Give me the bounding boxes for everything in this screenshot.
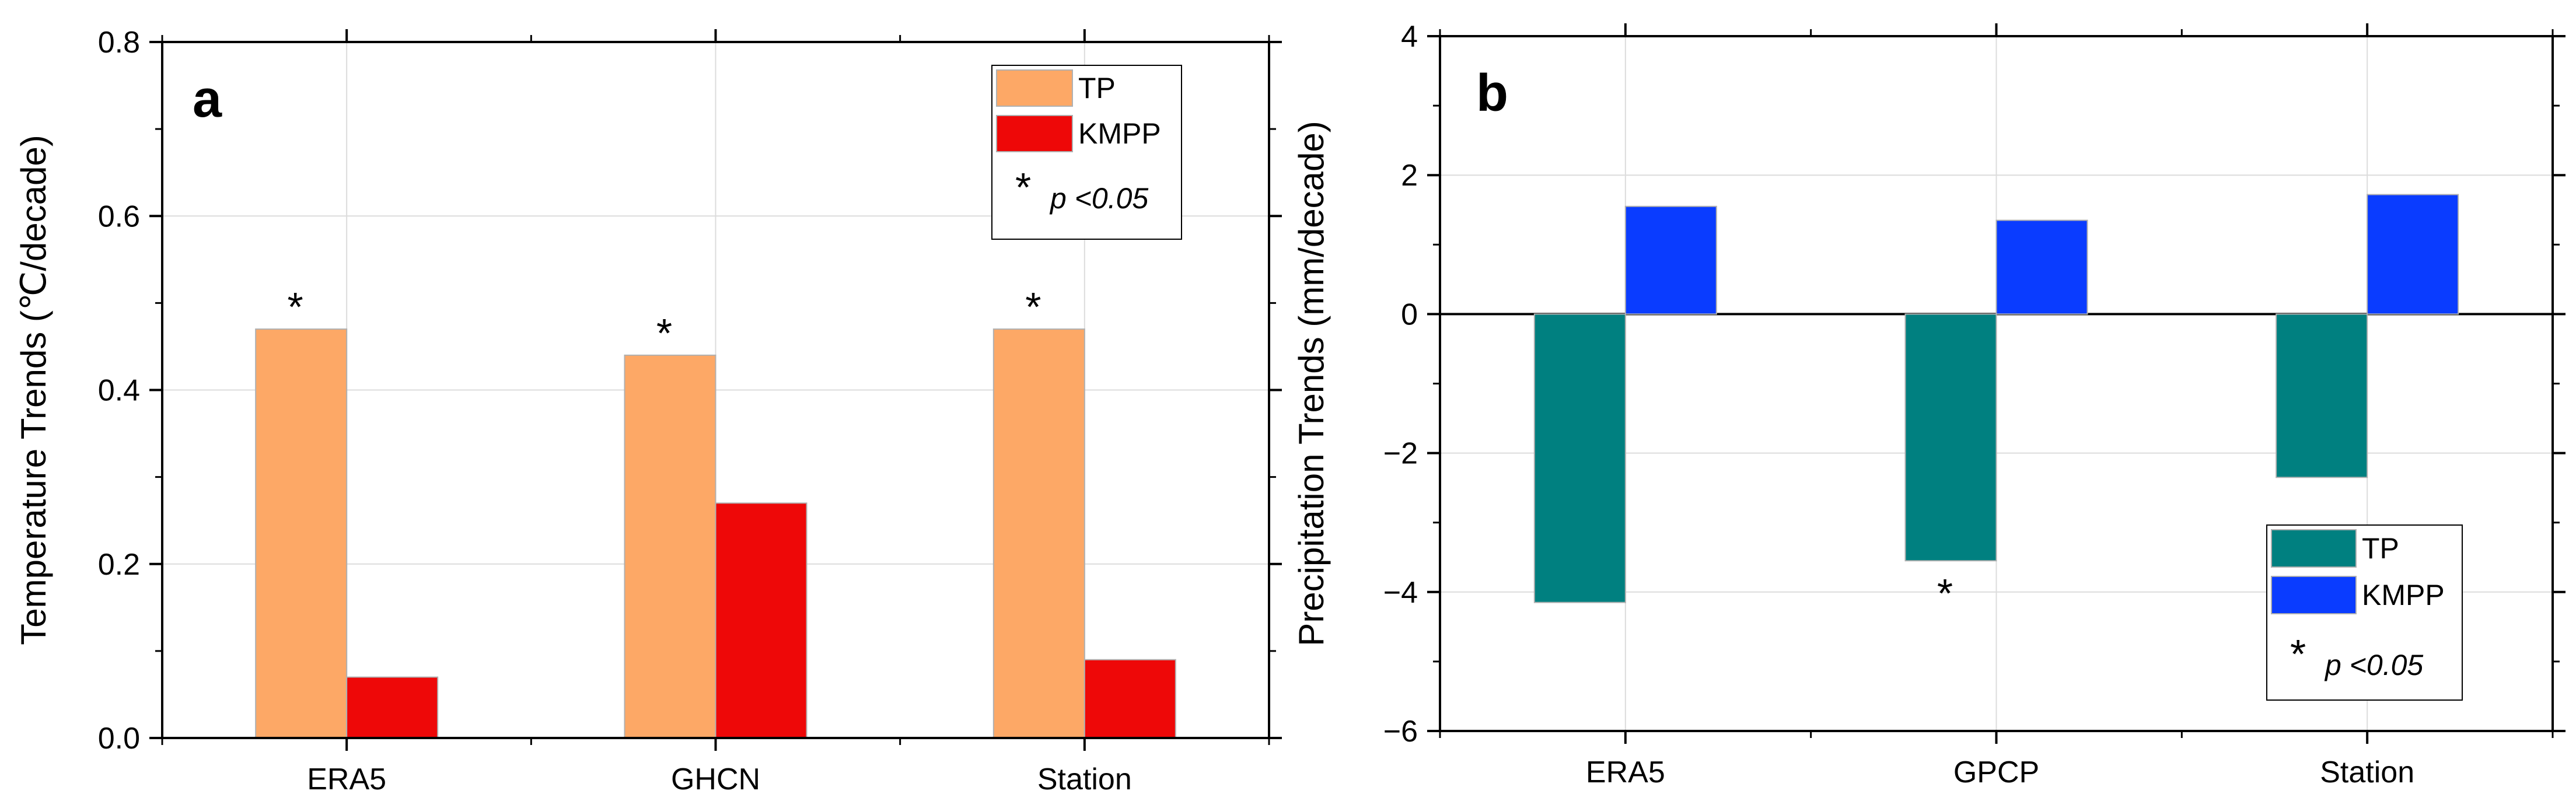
y-tick-label: −2 — [1383, 437, 1418, 471]
bar-tp-ghcn — [624, 354, 716, 739]
x-tick-label: Station — [2320, 755, 2414, 789]
bar-kmpp-station — [1083, 659, 1176, 739]
legend-significance-note: p <0.05 — [1049, 182, 1148, 215]
bar-tp-gpcp — [1904, 313, 1997, 562]
x-tick-label: GPCP — [1953, 755, 2039, 789]
y-tick-label: 0.4 — [98, 374, 140, 408]
bar-kmpp-era5 — [346, 676, 439, 739]
y-axis-title: Precipitation Trends (mm/decade) — [1292, 121, 1331, 646]
x-tick-label: ERA5 — [1586, 755, 1665, 789]
y-tick-label: −6 — [1383, 715, 1418, 748]
legend-label-kmpp: KMPP — [1078, 117, 1161, 150]
x-tick-label: ERA5 — [307, 762, 386, 796]
legend-significance-marker: * — [2290, 631, 2306, 677]
panel-letter: b — [1476, 64, 1508, 123]
y-tick-label: 2 — [1401, 159, 1418, 193]
bar-kmpp-ghcn — [715, 502, 808, 739]
significance-marker: * — [1937, 571, 1953, 616]
bar-tp-era5 — [1533, 313, 1626, 603]
x-tick-label: Station — [1037, 762, 1132, 796]
legend: TP KMPP * p <0.05 — [2266, 524, 2463, 701]
significance-marker: * — [656, 310, 672, 356]
panel-letter: a — [193, 70, 222, 128]
legend-swatch-kmpp — [996, 115, 1073, 152]
y-axis-title: Temperature Trends (℃/decade) — [14, 135, 53, 645]
panel-b-precipitation: * −6 −4 −2 0 2 4 ERA5 GPCP Station Precipitation T… — [1292, 20, 2565, 789]
x-tick-label: GHCN — [671, 762, 760, 796]
significance-marker: * — [1025, 284, 1041, 330]
significance-marker: * — [288, 284, 303, 330]
bar-tp-station — [992, 328, 1085, 739]
panel-a-temperature: * * * 0.0 0.2 0.4 0.6 0.8 ERA5 GHCN Station Tempera… — [14, 26, 1282, 796]
legend-label-tp: TP — [1078, 72, 1116, 104]
bar-kmpp-era5 — [1624, 205, 1717, 315]
legend-label-kmpp: KMPP — [2362, 579, 2445, 611]
y-tick-label: 0 — [1401, 298, 1418, 331]
legend: TP KMPP * p <0.05 — [991, 65, 1182, 240]
y-tick-label: 0.8 — [98, 26, 140, 60]
y-tick-label: 0.0 — [98, 722, 140, 755]
bar-kmpp-gpcp — [1995, 219, 2088, 315]
legend-swatch-tp — [2271, 529, 2357, 568]
bar-kmpp-station — [2367, 194, 2459, 315]
legend-swatch-kmpp — [2271, 576, 2357, 614]
legend-significance-marker: * — [1015, 165, 1031, 210]
legend-swatch-tp — [996, 69, 1073, 107]
y-tick-label: −4 — [1383, 576, 1418, 610]
bar-tp-era5 — [255, 328, 348, 739]
y-tick-label: 4 — [1401, 20, 1418, 54]
y-tick-label: 0.6 — [98, 200, 140, 233]
bar-tp-station — [2276, 313, 2368, 478]
y-tick-label: 0.2 — [98, 548, 140, 582]
legend-label-tp: TP — [2362, 532, 2399, 565]
legend-significance-note: p <0.05 — [2324, 649, 2423, 681]
